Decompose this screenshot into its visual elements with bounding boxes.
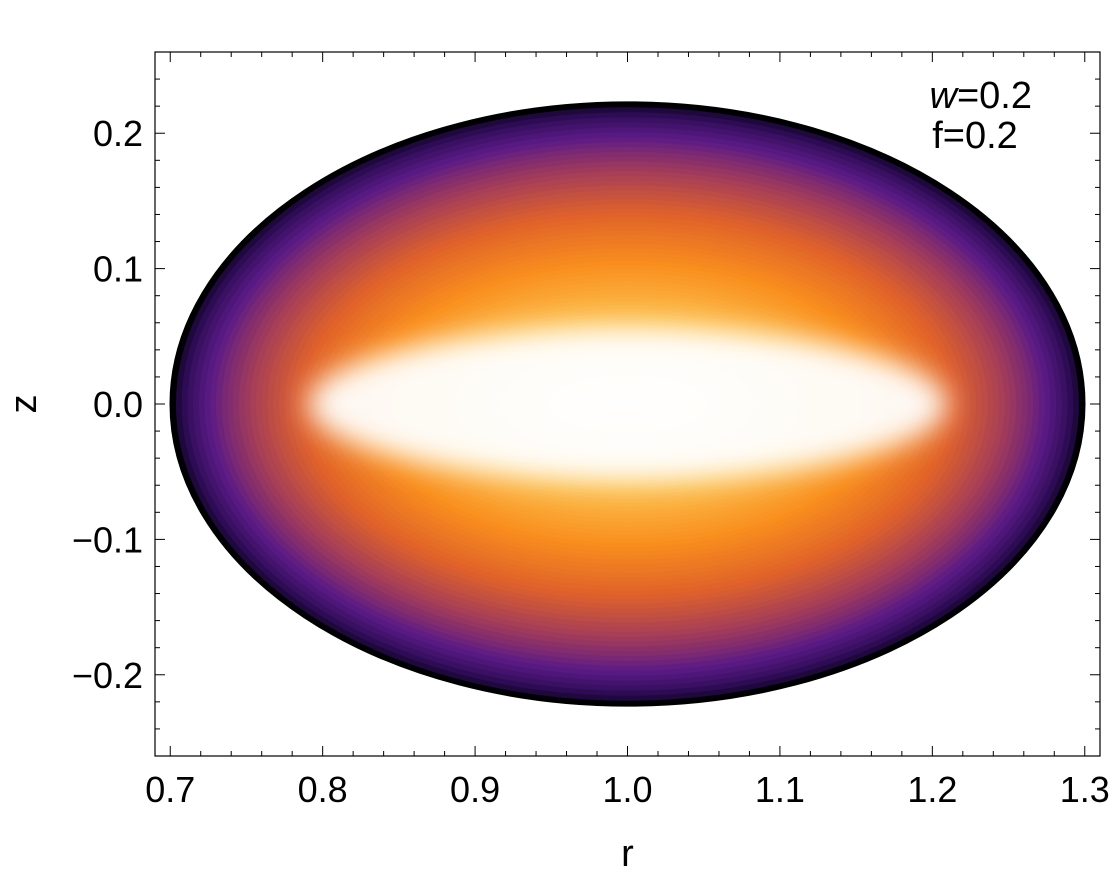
hot-core xyxy=(307,328,948,480)
y-tick-label: 0.0 xyxy=(93,384,143,425)
annotation-w-value: =0.2 xyxy=(957,75,1032,117)
x-axis-label: r xyxy=(621,833,634,872)
y-tick-label: 0.2 xyxy=(93,113,143,154)
y-tick-label: 0.1 xyxy=(93,249,143,290)
y-tick-labels: 0.2 0.1 0.0 −0.1 −0.2 xyxy=(72,113,143,696)
x-tick-label: 1.0 xyxy=(602,769,652,810)
domain-boundary xyxy=(169,101,1086,707)
y-tick-label: −0.1 xyxy=(72,519,143,560)
annotation-f-value: f=0.2 xyxy=(932,115,1018,157)
x-tick-label: 0.9 xyxy=(450,769,500,810)
x-tick-label: 0.7 xyxy=(145,769,195,810)
heatmap xyxy=(170,102,1085,706)
x-tick-label: 1.3 xyxy=(1060,769,1110,810)
annotation-w: w=0.2 xyxy=(930,75,1032,117)
axis-ticks xyxy=(155,51,1100,757)
x-tick-label: 1.2 xyxy=(907,769,957,810)
y-tick-label: −0.2 xyxy=(72,655,143,696)
x-tick-labels: 0.7 0.8 0.9 1.0 1.1 1.2 1.3 xyxy=(145,769,1110,810)
annotation-w-symbol: w xyxy=(930,75,960,117)
x-tick-label: 0.8 xyxy=(298,769,348,810)
x-tick-label: 1.1 xyxy=(755,769,805,810)
annotation-f: f=0.2 xyxy=(932,115,1018,157)
y-axis-label: z xyxy=(3,395,45,414)
